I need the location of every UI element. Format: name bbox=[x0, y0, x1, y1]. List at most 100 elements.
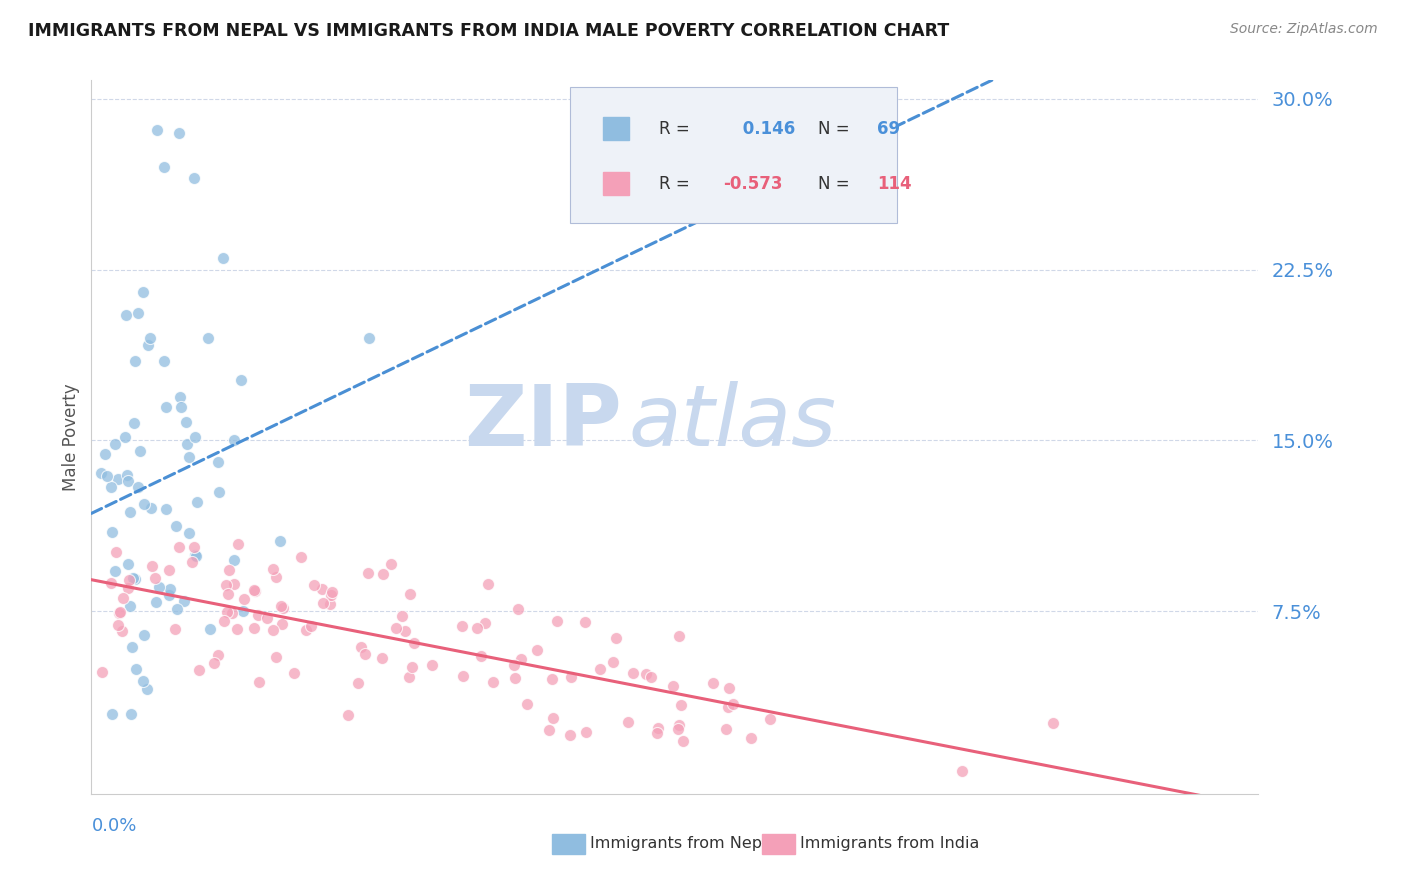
Point bbox=[218, 563, 240, 577]
Point bbox=[135, 681, 157, 696]
Point bbox=[384, 621, 406, 635]
Point bbox=[181, 555, 204, 569]
Point bbox=[718, 681, 741, 696]
Point bbox=[117, 557, 139, 571]
Point bbox=[740, 731, 762, 745]
Point bbox=[90, 467, 112, 481]
Point bbox=[224, 577, 246, 591]
Point bbox=[299, 619, 322, 633]
Point bbox=[118, 573, 141, 587]
Point bbox=[228, 537, 250, 551]
Point bbox=[1042, 715, 1064, 730]
Point bbox=[117, 474, 139, 488]
Point bbox=[222, 433, 245, 447]
Point bbox=[211, 251, 233, 265]
Point bbox=[170, 401, 193, 415]
Point bbox=[134, 628, 156, 642]
Point bbox=[217, 587, 239, 601]
Text: atlas: atlas bbox=[628, 381, 837, 465]
Point bbox=[148, 580, 170, 594]
Point bbox=[124, 572, 146, 586]
Point bbox=[134, 497, 156, 511]
Point bbox=[120, 506, 142, 520]
Point bbox=[243, 582, 266, 597]
Point bbox=[503, 671, 526, 685]
Point bbox=[179, 450, 201, 464]
Point bbox=[166, 602, 188, 616]
Point bbox=[402, 635, 425, 649]
Point bbox=[666, 722, 689, 736]
Text: R =: R = bbox=[658, 175, 695, 193]
Point bbox=[131, 285, 153, 299]
Point bbox=[319, 597, 342, 611]
Point bbox=[155, 401, 177, 415]
Point bbox=[373, 567, 395, 582]
Point bbox=[668, 629, 690, 643]
Point bbox=[401, 660, 423, 674]
Point bbox=[541, 711, 564, 725]
Point bbox=[117, 581, 139, 595]
Point bbox=[107, 617, 129, 632]
Point bbox=[357, 331, 380, 345]
Point bbox=[465, 621, 488, 635]
Point bbox=[94, 447, 117, 461]
Point bbox=[159, 582, 181, 596]
Point bbox=[112, 591, 135, 605]
Point bbox=[146, 123, 169, 137]
Point bbox=[560, 670, 582, 684]
Point bbox=[104, 545, 127, 559]
Point bbox=[640, 670, 662, 684]
Point bbox=[451, 619, 474, 633]
Point bbox=[118, 599, 141, 613]
Point bbox=[233, 592, 256, 607]
Point bbox=[187, 663, 209, 677]
Point bbox=[394, 624, 416, 638]
Point bbox=[125, 662, 148, 676]
Point bbox=[91, 665, 114, 680]
Point bbox=[197, 331, 219, 345]
Point bbox=[264, 570, 287, 584]
Point bbox=[270, 599, 292, 613]
Point bbox=[167, 540, 190, 554]
Point bbox=[350, 640, 373, 655]
Point bbox=[165, 519, 187, 533]
Point bbox=[311, 582, 333, 597]
Point bbox=[215, 606, 238, 620]
Point bbox=[560, 728, 582, 742]
Point bbox=[398, 670, 420, 684]
Point bbox=[132, 673, 155, 688]
Point bbox=[605, 631, 627, 645]
Point bbox=[256, 611, 278, 625]
Point bbox=[575, 725, 598, 739]
Point bbox=[574, 615, 596, 630]
Point bbox=[127, 306, 149, 320]
Point bbox=[186, 495, 208, 509]
Point bbox=[398, 587, 420, 601]
Point bbox=[243, 583, 266, 598]
Point bbox=[101, 524, 124, 539]
Point bbox=[319, 589, 342, 603]
Point bbox=[120, 707, 142, 722]
Text: -0.573: -0.573 bbox=[723, 175, 782, 193]
Point bbox=[212, 614, 235, 628]
Point bbox=[232, 604, 254, 618]
Point bbox=[645, 726, 668, 740]
Point bbox=[138, 338, 160, 352]
Point bbox=[100, 575, 122, 590]
Point bbox=[226, 623, 249, 637]
Point bbox=[176, 416, 198, 430]
Bar bbox=[762, 834, 794, 854]
Point bbox=[482, 674, 505, 689]
Point bbox=[269, 534, 291, 549]
Point bbox=[128, 443, 150, 458]
Point bbox=[262, 561, 284, 575]
Text: Immigrants from Nepal: Immigrants from Nepal bbox=[589, 837, 776, 851]
Point bbox=[153, 160, 176, 174]
Point bbox=[262, 623, 284, 637]
Point bbox=[636, 667, 658, 681]
Point bbox=[184, 548, 207, 562]
Point bbox=[114, 309, 136, 323]
Point bbox=[221, 607, 243, 621]
Text: Immigrants from India: Immigrants from India bbox=[800, 837, 979, 851]
Point bbox=[153, 353, 176, 368]
